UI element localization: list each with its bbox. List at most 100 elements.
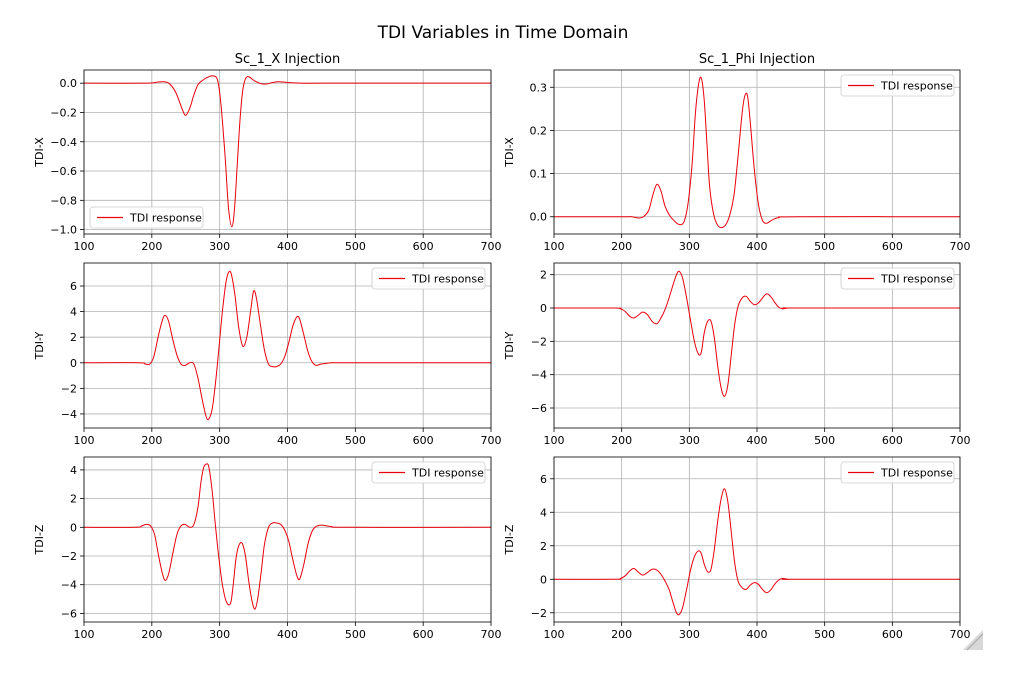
y-tick-label: 0.0: [60, 77, 78, 90]
x-tick-label: 100: [544, 240, 565, 253]
series-line-1: [84, 75, 491, 228]
y-tick-label: 0: [540, 573, 547, 586]
x-tick-label: 700: [481, 240, 502, 253]
x-tick-label: 500: [345, 240, 366, 253]
y-tick-label: 0.2: [530, 124, 548, 137]
series-line-1: [554, 270, 960, 397]
x-tick-label: 200: [141, 240, 162, 253]
y-tick-label: −0.6: [50, 165, 77, 178]
x-tick-label: 500: [814, 240, 835, 253]
x-tick-label: 200: [141, 628, 162, 641]
y-tick-label: −6: [531, 402, 547, 415]
axes-frame: [553, 456, 961, 623]
x-tick-label: 700: [950, 240, 971, 253]
x-tick-label: 600: [413, 628, 434, 641]
x-tick-label: 600: [413, 434, 434, 447]
x-tick-label: 300: [679, 434, 700, 447]
x-tick-label: 500: [345, 628, 366, 641]
legend: TDI response: [371, 267, 486, 290]
y-tick-label: 4: [70, 306, 77, 319]
axes-frame: [553, 69, 961, 235]
y-tick-label: 0: [540, 302, 547, 315]
x-tick-label: 500: [345, 434, 366, 447]
legend-label: TDI response: [880, 273, 953, 286]
y-tick-label: 6: [70, 280, 77, 293]
y-axis-label: TDI-Z: [503, 524, 516, 555]
x-tick-label: 200: [611, 240, 632, 253]
subplot-1: 100 200 300 400 500 600 700 −1.0 −0.8 −0.6 −0.4 −0.…: [33, 52, 502, 253]
subplot-2: 100 200 300 400 500 600 700 0.0 0.1 0.2 0.3 Sc_1_Ph…: [503, 52, 971, 253]
y-tick-label: 0.3: [530, 81, 548, 94]
y-tick-label: 2: [70, 493, 77, 506]
axes-frame: [83, 69, 492, 235]
series-line-1: [554, 76, 960, 229]
x-tick-label: 700: [481, 434, 502, 447]
x-tick-label: 100: [544, 434, 565, 447]
x-tick-label: 500: [814, 628, 835, 641]
subplot-3: 100 200 300 400 500 600 700 −4 −2 0 2 4 6 TDI-Y TDI re…: [33, 262, 502, 447]
y-tick-label: −2: [531, 607, 547, 620]
x-tick-label: 600: [882, 628, 903, 641]
legend: TDI response: [840, 461, 955, 484]
x-tick-label: 200: [611, 434, 632, 447]
y-tick-label: −2: [61, 550, 77, 563]
x-tick-label: 400: [747, 434, 768, 447]
x-tick-label: 400: [277, 434, 298, 447]
x-tick-label: 300: [209, 628, 230, 641]
legend-label: TDI response: [129, 212, 202, 225]
subplot-title: Sc_1_Phi Injection: [699, 52, 815, 67]
legend-label: TDI response: [880, 80, 953, 93]
y-tick-label: 0.0: [530, 211, 548, 224]
y-tick-label: −0.8: [50, 194, 77, 207]
subplot-5: 100 200 300 400 500 600 700 −6 −4 −2 0 2 4 TDI-Z TDI r…: [33, 456, 502, 641]
x-tick-label: 300: [679, 240, 700, 253]
x-tick-label: 100: [74, 240, 95, 253]
x-tick-label: 100: [544, 628, 565, 641]
x-tick-label: 600: [882, 240, 903, 253]
x-tick-label: 300: [679, 628, 700, 641]
x-tick-label: 600: [413, 240, 434, 253]
series-line-1: [84, 270, 491, 421]
y-tick-label: 0.1: [530, 168, 548, 181]
y-tick-label: 6: [540, 473, 547, 486]
x-tick-label: 700: [950, 434, 971, 447]
subplot-6: 100 200 300 400 500 600 700 −2 0 2 4 6 TDI-Z TDI resp…: [503, 456, 971, 641]
axes-frame: [553, 262, 961, 429]
y-tick-label: 2: [540, 540, 547, 553]
x-tick-label: 400: [747, 240, 768, 253]
legend: TDI response: [840, 267, 955, 290]
y-tick-label: 4: [540, 506, 547, 519]
x-tick-label: 700: [950, 628, 971, 641]
x-tick-label: 200: [141, 434, 162, 447]
series-line-1: [84, 463, 491, 610]
axes-frame: [83, 456, 492, 623]
y-tick-label: −4: [531, 369, 547, 382]
y-tick-label: 2: [540, 269, 547, 282]
x-tick-label: 400: [277, 240, 298, 253]
y-tick-label: −6: [61, 607, 77, 620]
series-line-1: [554, 488, 960, 616]
x-tick-label: 700: [481, 628, 502, 641]
y-tick-label: −0.4: [50, 136, 77, 149]
y-tick-label: 0: [70, 521, 77, 534]
x-tick-label: 400: [277, 628, 298, 641]
y-tick-label: −4: [61, 408, 77, 421]
legend-label: TDI response: [411, 273, 484, 286]
y-tick-label: −1.0: [50, 224, 77, 237]
y-tick-label: 2: [70, 331, 77, 344]
x-tick-label: 500: [814, 434, 835, 447]
x-tick-label: 300: [209, 434, 230, 447]
y-axis-label: TDI-X: [33, 137, 46, 168]
legend-label: TDI response: [880, 467, 953, 480]
legend: TDI response: [371, 461, 486, 484]
legend: TDI response: [840, 74, 955, 97]
y-tick-label: −4: [61, 579, 77, 592]
resize-grip[interactable]: [963, 630, 984, 651]
subplot-4: 100 200 300 400 500 600 700 −6 −4 −2 0 2 TDI-Y TDI re…: [503, 262, 971, 447]
y-tick-label: −2: [61, 382, 77, 395]
x-tick-label: 400: [747, 628, 768, 641]
y-tick-label: −2: [531, 335, 547, 348]
legend-label: TDI response: [411, 467, 484, 480]
x-tick-label: 100: [74, 434, 95, 447]
